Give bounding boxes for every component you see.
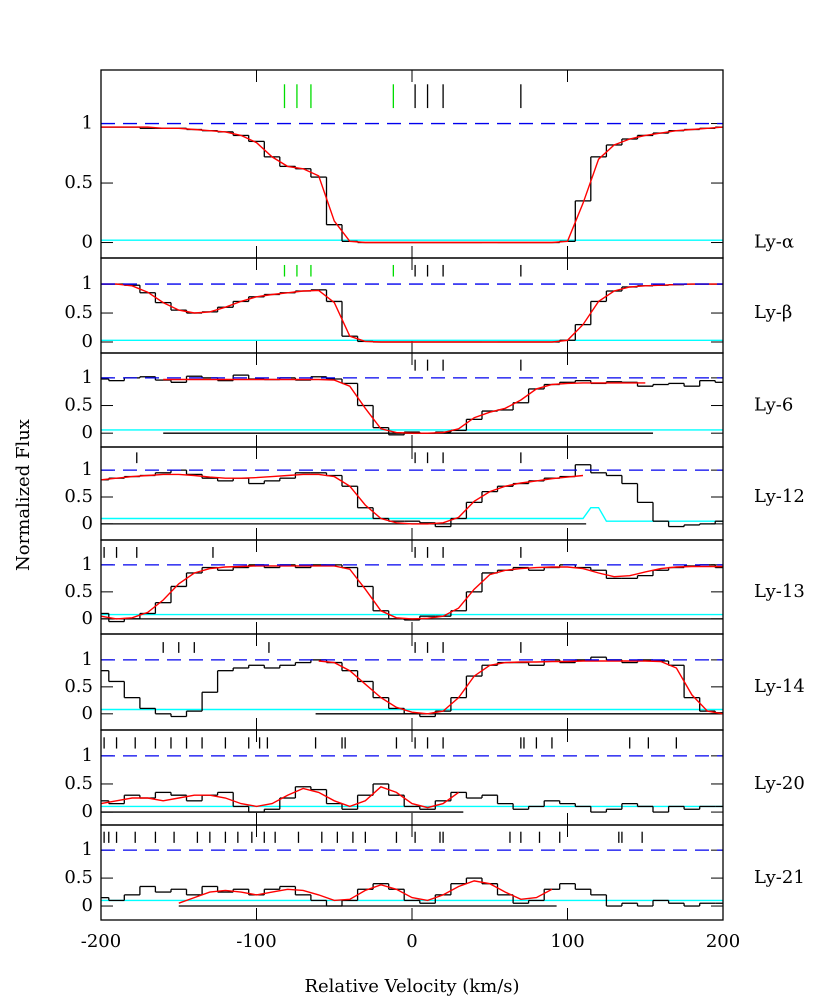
- model-line: [101, 126, 724, 244]
- panel-label: Ly-14: [754, 676, 805, 697]
- model-line: [178, 880, 553, 904]
- y-tick-label: 1: [82, 839, 93, 860]
- y-tick-label: 1: [82, 367, 93, 388]
- y-tick-label: 0: [82, 232, 93, 253]
- y-tick-label: 0: [82, 608, 93, 629]
- panel-label: Ly-β: [754, 302, 792, 323]
- y-tick-label: 0.5: [64, 302, 93, 323]
- y-tick-label: 0.5: [64, 676, 93, 697]
- x-axis-title: Relative Velocity (km/s): [304, 976, 519, 997]
- model-line: [101, 283, 723, 343]
- x-tick-label: 100: [550, 931, 584, 952]
- flux-riser: [108, 784, 701, 813]
- y-tick-label: 0.5: [64, 867, 93, 888]
- y-tick-label: 1: [82, 273, 93, 294]
- panel-frame: [100, 446, 724, 541]
- y-tick-label: 1: [82, 459, 93, 480]
- panel-label: Ly-13: [754, 581, 805, 602]
- y-tick-label: 1: [82, 554, 93, 575]
- x-tick-label: -100: [236, 931, 276, 952]
- panel-label: Ly-α: [754, 232, 794, 253]
- flux-riser: [108, 375, 716, 435]
- panel-frame: [100, 824, 724, 921]
- panel-label: Ly-12: [754, 486, 805, 507]
- x-tick-label: -200: [81, 931, 121, 952]
- panel-frame: [100, 257, 724, 354]
- model-line: [163, 378, 646, 434]
- model-line: [318, 660, 724, 715]
- y-tick-label: 0.5: [64, 581, 93, 602]
- y-tick-label: 0: [82, 801, 93, 822]
- panel-frame: [100, 69, 724, 259]
- y-tick-label: 1: [82, 745, 93, 766]
- panel-label: Ly-20: [754, 773, 805, 794]
- y-tick-label: 0: [82, 422, 93, 443]
- model-line: [100, 785, 460, 809]
- y-tick-label: 0: [82, 331, 93, 352]
- y-tick-label: 0.5: [64, 773, 93, 794]
- flux-riser: [139, 127, 716, 243]
- y-axis-title: Normalized Flux: [13, 419, 34, 571]
- y-tick-label: 0.5: [64, 172, 93, 193]
- y-tick-label: 1: [82, 649, 93, 670]
- y-tick-label: 0: [82, 513, 93, 534]
- y-tick-label: 1: [82, 113, 93, 134]
- error-line: [101, 507, 723, 522]
- x-tick-label: 0: [406, 931, 417, 952]
- x-tick-label: 200: [706, 931, 740, 952]
- model-line: [100, 565, 723, 620]
- y-tick-label: 0.5: [64, 395, 93, 416]
- y-tick-label: 0: [82, 703, 93, 724]
- y-tick-label: 0: [82, 895, 93, 916]
- y-tick-label: 0.5: [64, 486, 93, 507]
- model-line: [100, 473, 584, 525]
- panel-label: Ly-6: [754, 395, 793, 416]
- flux-riser: [108, 657, 716, 717]
- panel-label: Ly-21: [754, 867, 805, 888]
- flux-riser: [108, 878, 701, 906]
